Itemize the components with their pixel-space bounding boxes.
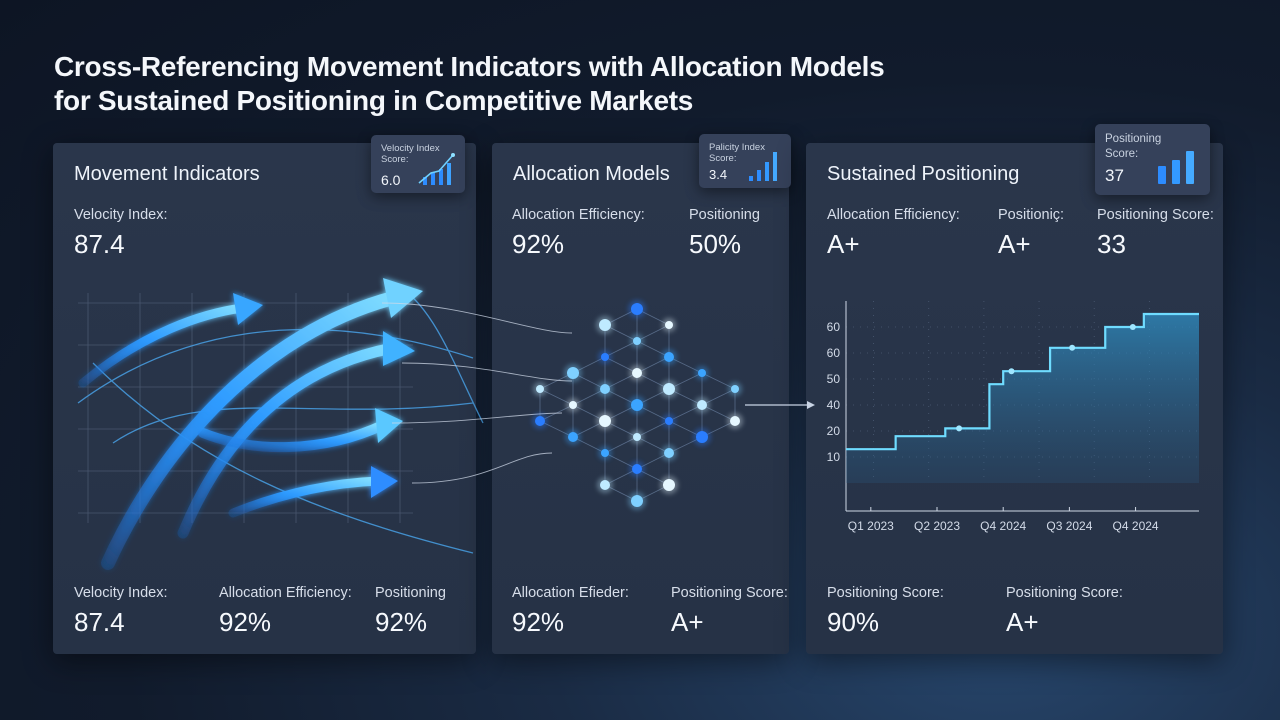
network-node <box>665 321 673 329</box>
allocation-network-illustration <box>381 300 743 510</box>
network-node <box>567 367 579 379</box>
top-metric-2-value: 50% <box>689 229 742 259</box>
top-metric-2-label: Positioniç: <box>998 207 1065 223</box>
step-line <box>846 312 1199 451</box>
network-node <box>698 369 706 377</box>
positioning-score-card: Positioning Score: 37 <box>1095 124 1210 195</box>
trend-chart-icon <box>418 153 455 185</box>
bar-chart-icon <box>749 152 777 181</box>
y-tick-label: 40 <box>827 398 841 412</box>
card-value: 3.4 <box>709 167 728 182</box>
flow-lines <box>381 302 573 484</box>
page-title: Cross-Referencing Movement Indicators wi… <box>54 50 885 118</box>
network-node <box>601 449 609 457</box>
y-tick-label: 60 <box>827 320 841 334</box>
top-metric-2-label: Positioning <box>689 207 760 223</box>
movement-indicators-panel: Movement Indicators Velocity Index: 87.4 <box>53 143 484 654</box>
bottom-metric-2-value: A+ <box>1006 607 1039 637</box>
top-metric-1-value: A+ <box>827 229 860 259</box>
bottom-metric-1-label: Velocity Index: <box>74 585 168 601</box>
sustained-positioning-panel: Sustained Positioning Allocation Efficie… <box>806 143 1223 654</box>
y-tick-label: 50 <box>827 372 841 386</box>
network-node <box>632 368 642 378</box>
data-point <box>1129 324 1136 330</box>
data-point <box>1069 344 1076 351</box>
network-node <box>665 417 673 425</box>
top-metric-2-value: A+ <box>998 229 1031 259</box>
network-nodes <box>532 300 743 510</box>
card-label: Palicity Index Score: <box>709 142 765 164</box>
velocity-score-card: Velocity Index Score: 6.0 <box>371 135 465 193</box>
velocity-index-label: Velocity Index: <box>74 207 168 223</box>
positioning-step-chart: 10 20 40 50 60 60 Q1 2023 Q2 2023 Q4 2024 Q3 2024… <box>827 301 1199 533</box>
network-node <box>599 319 611 331</box>
network-node <box>568 432 578 442</box>
network-node <box>631 399 643 411</box>
top-metric-1-value: 92% <box>512 229 565 259</box>
card-value: 6.0 <box>381 172 401 188</box>
velocity-index-value: 87.4 <box>74 229 125 259</box>
network-node <box>569 401 577 409</box>
network-node <box>731 385 739 393</box>
network-node <box>696 431 708 443</box>
allocation-score-card: Palicity Index Score: 3.4 <box>699 134 791 188</box>
network-node <box>633 337 641 345</box>
network-node <box>599 415 611 427</box>
bottom-metric-2-label: Positioning Score: <box>671 585 788 601</box>
data-point <box>956 425 963 432</box>
title-line-1: Cross-Referencing Movement Indicators wi… <box>54 51 885 82</box>
top-metric-1-label: Allocation Efficiency: <box>512 207 645 223</box>
connector-arrow <box>745 401 815 409</box>
panel-title: Movement Indicators <box>74 163 260 185</box>
network-node <box>600 384 610 394</box>
network-node <box>631 495 643 507</box>
network-node <box>632 464 642 474</box>
bottom-metric-1-label: Positioning Score: <box>827 585 944 601</box>
card-label: Velocity Index Score: <box>381 143 440 165</box>
step-area <box>846 314 1199 483</box>
network-node <box>631 303 643 315</box>
network-node <box>601 353 609 361</box>
x-tick-label: Q3 2024 <box>1046 519 1092 533</box>
network-node <box>663 479 675 491</box>
bottom-metric-3-value: 92% <box>375 607 428 637</box>
network-node <box>633 433 641 441</box>
bottom-metric-2-label: Allocation Efficiency: <box>219 585 352 601</box>
panel-title: Sustained Positioning <box>827 163 1020 185</box>
bottom-metric-1-value: 87.4 <box>74 607 125 637</box>
bottom-metric-3-label: Positioning <box>375 585 446 601</box>
card-value: 37 <box>1105 166 1124 185</box>
bottom-metric-1-value: 92% <box>512 607 565 637</box>
bar-chart-icon <box>1158 151 1194 184</box>
y-tick-label: 20 <box>827 424 841 438</box>
panel-title: Allocation Models <box>513 163 670 185</box>
top-metric-3-label: Positioning Score: <box>1097 207 1214 223</box>
bottom-metric-2-label: Positioning Score: <box>1006 585 1123 601</box>
network-node <box>600 480 610 490</box>
x-tick-label: Q1 2023 <box>848 519 894 533</box>
bottom-metric-1-label: Allocation Efieder: <box>512 585 629 601</box>
network-node <box>664 448 674 458</box>
bottom-metric-2-value: A+ <box>671 607 704 637</box>
top-metric-3-value: 33 <box>1097 229 1126 259</box>
bottom-metric-2-value: 92% <box>219 607 272 637</box>
data-point <box>1008 368 1015 375</box>
network-node <box>663 383 675 395</box>
network-node <box>664 352 674 362</box>
movement-flow-illustration <box>77 278 484 570</box>
card-label: Positioning Score: <box>1105 133 1162 160</box>
x-tick-label: Q4 2024 <box>1113 519 1159 533</box>
y-tick-label: 60 <box>827 346 841 360</box>
network-node <box>535 416 545 426</box>
network-node <box>730 416 740 426</box>
network-node <box>697 400 707 410</box>
title-line-2: for Sustained Positioning in Competitive… <box>54 85 694 116</box>
x-tick-label: Q4 2024 <box>980 519 1026 533</box>
bottom-metric-1-value: 90% <box>827 607 880 637</box>
network-node <box>536 385 544 393</box>
x-tick-label: Q2 2023 <box>914 519 960 533</box>
allocation-models-panel: Allocation Models Allocation Efficiency:… <box>381 143 789 654</box>
top-metric-1-label: Allocation Efficiency: <box>827 207 960 223</box>
y-tick-label: 10 <box>827 450 841 464</box>
